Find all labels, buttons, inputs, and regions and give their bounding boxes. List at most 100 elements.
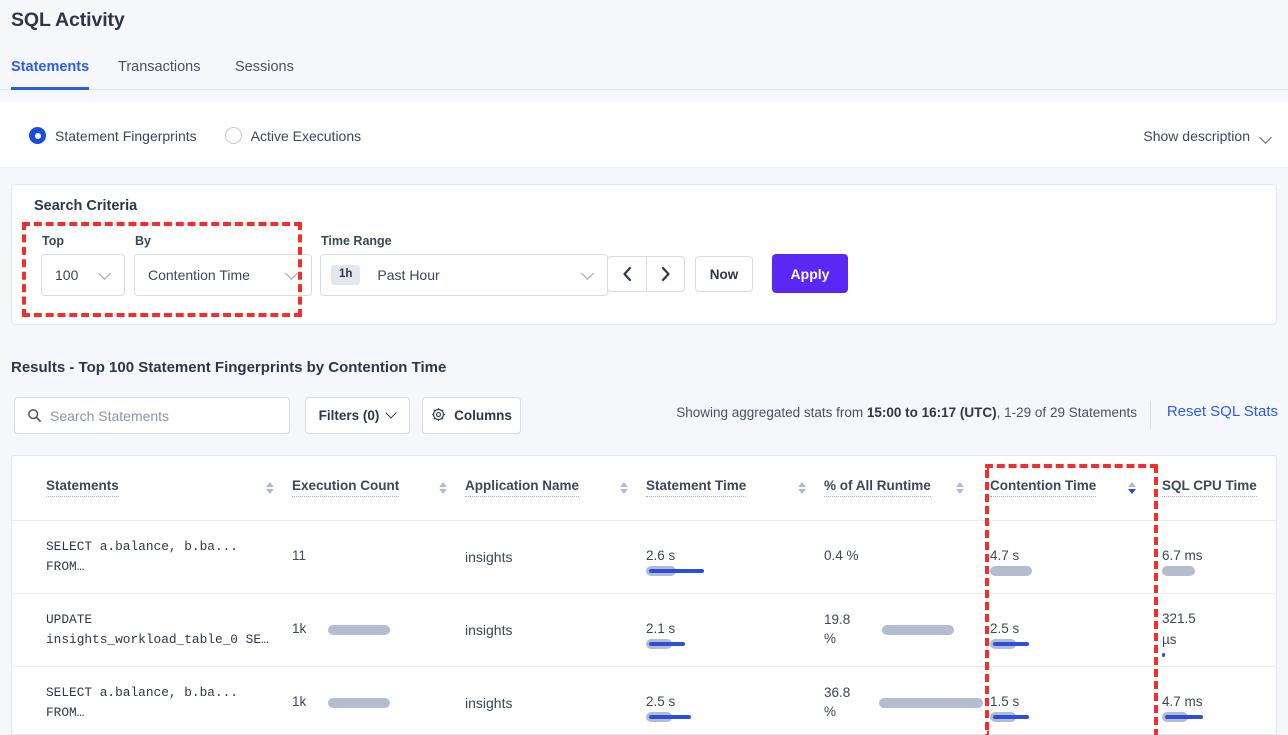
cell-execution-count: 11 <box>284 520 457 594</box>
statements-table: Statements Execution Count Application N… <box>12 456 1276 734</box>
cell-statement-time: 2.5 s <box>638 666 816 734</box>
search-statements-placeholder: Search Statements <box>50 407 170 424</box>
aggregated-prefix: Showing aggregated stats from <box>676 405 867 420</box>
statement-text: SELECT a.balance, b.ba... FROM… <box>46 538 238 574</box>
now-button[interactable]: Now <box>695 256 753 292</box>
view-mode-radio-group: Statement Fingerprints Active Executions <box>29 127 361 144</box>
show-description-toggle[interactable]: Show description <box>1143 128 1272 144</box>
sort-arrows-icon[interactable] <box>956 481 964 494</box>
cell-statement-time: 2.6 s <box>638 520 816 594</box>
time-range-label: Time Range <box>321 234 392 248</box>
filters-button[interactable]: Filters (0) <box>305 397 410 434</box>
table-body: SELECT a.balance, b.ba... FROM… 11 insig… <box>12 520 1276 734</box>
show-description-label: Show description <box>1143 128 1250 144</box>
time-nav-group <box>607 256 685 292</box>
column-header-statement-time[interactable]: Statement Time <box>638 456 816 521</box>
time-range-value: Past Hour <box>377 267 440 283</box>
statement-text: SELECT a.balance, b.ba... FROM… <box>46 684 238 720</box>
search-criteria-card: Search Criteria Top 100 By Contention Ti… <box>11 184 1277 325</box>
chevron-down-icon <box>580 269 598 281</box>
column-header-sql-cpu-time[interactable]: SQL CPU Time <box>1146 456 1276 521</box>
table-header-row: Statements Execution Count Application N… <box>12 456 1276 521</box>
aggregated-suffix: , 1-29 of 29 Statements <box>996 405 1137 420</box>
column-header-pct-all-runtime[interactable]: % of All Runtime <box>816 456 974 521</box>
next-time-button[interactable] <box>646 256 685 292</box>
application-name-value: insights <box>465 548 513 565</box>
search-icon <box>27 408 42 423</box>
column-header-contention-time[interactable]: Contention Time <box>974 456 1146 521</box>
column-header-statements[interactable]: Statements <box>12 456 284 521</box>
sort-arrows-icon[interactable] <box>798 481 806 494</box>
column-header-pct-all-runtime-label: % of All Runtime <box>824 478 931 498</box>
execution-count-bar <box>328 624 391 635</box>
radio-statement-fingerprints[interactable]: Statement Fingerprints <box>29 127 197 144</box>
by-label: By <box>135 234 151 248</box>
table-row[interactable]: UPDATE insights_workload_table_0 SE… 1k … <box>12 593 1276 667</box>
time-range-select[interactable]: 1h Past Hour <box>320 254 608 296</box>
column-header-contention-time-label: Contention Time <box>990 478 1097 498</box>
cell-application-name: insights <box>457 666 638 734</box>
top-select[interactable]: 100 <box>41 254 125 296</box>
search-criteria-title: Search Criteria <box>34 198 138 214</box>
cell-sql-cpu-time: 4.7 ms <box>1146 666 1276 734</box>
pct-runtime-bar <box>882 624 954 635</box>
column-header-application-name[interactable]: Application Name <box>457 456 638 521</box>
execution-count-value: 1k <box>292 694 307 710</box>
prev-time-button[interactable] <box>607 256 646 292</box>
table-row[interactable]: SELECT a.balance, b.ba... FROM… 11 insig… <box>12 520 1276 594</box>
results-title: Results - Top 100 Statement Fingerprints… <box>11 359 447 376</box>
sort-arrows-icon[interactable] <box>439 481 447 494</box>
statement-text: UPDATE insights_workload_table_0 SE… <box>46 611 269 647</box>
top-select-value: 100 <box>55 267 79 283</box>
cell-application-name: insights <box>457 593 638 667</box>
tab-statements[interactable]: Statements <box>11 59 90 90</box>
cell-statement[interactable]: SELECT a.balance, b.ba... FROM… <box>12 666 284 734</box>
cell-execution-count: 1k <box>284 593 457 667</box>
cell-application-name: insights <box>457 520 638 594</box>
chevron-down-icon <box>387 411 396 420</box>
cell-pct-runtime: 36.8 % <box>816 666 983 734</box>
contention-time-value: 4.7 s <box>990 548 1020 564</box>
cell-pct-runtime: 19.8 % <box>816 593 974 667</box>
sort-arrows-icon[interactable] <box>1128 481 1136 494</box>
cell-statement[interactable]: UPDATE insights_workload_table_0 SE… <box>12 593 284 667</box>
cell-statement[interactable]: SELECT a.balance, b.ba... FROM… <box>12 520 284 594</box>
column-header-statements-label: Statements <box>46 478 119 498</box>
tab-sessions[interactable]: Sessions <box>235 59 294 75</box>
toolbar-divider <box>1150 401 1151 429</box>
radio-active-executions[interactable]: Active Executions <box>224 127 362 144</box>
tab-bar: Statements Transactions Sessions <box>0 52 1288 90</box>
radio-active-executions-label: Active Executions <box>250 127 362 144</box>
radio-selected-icon <box>29 127 46 144</box>
aggregated-time-range: 15:00 to 16:17 (UTC) <box>866 405 997 420</box>
reset-sql-stats-link[interactable]: Reset SQL Stats <box>1166 403 1278 420</box>
tab-transactions[interactable]: Transactions <box>118 59 201 75</box>
statement-time-value: 2.1 s <box>646 621 676 637</box>
pct-runtime-value: 19.8 % <box>824 612 851 646</box>
columns-button-label: Columns <box>454 408 512 423</box>
sort-arrows-icon[interactable] <box>620 481 628 494</box>
filters-button-label: Filters (0) <box>318 408 380 423</box>
columns-button[interactable]: Columns <box>422 397 521 434</box>
search-statements-input[interactable]: Search Statements <box>14 397 290 434</box>
page-title: SQL Activity <box>11 9 125 31</box>
cell-contention-time: 2.5 s <box>974 593 1146 667</box>
column-header-execution-count[interactable]: Execution Count <box>284 456 457 521</box>
table-row[interactable]: SELECT a.balance, b.ba... FROM… 1k insig… <box>12 666 1276 734</box>
contention-time-value: 1.5 s <box>990 694 1020 710</box>
column-header-execution-count-label: Execution Count <box>292 478 400 498</box>
column-header-statement-time-label: Statement Time <box>646 478 747 498</box>
apply-button[interactable]: Apply <box>772 254 848 293</box>
radio-statement-fingerprints-label: Statement Fingerprints <box>55 127 197 144</box>
sql-cpu-time-value: 6.7 ms <box>1162 548 1203 564</box>
aggregated-stats-text: Showing aggregated stats from 15:00 to 1… <box>676 405 1137 420</box>
statement-time-value: 2.5 s <box>646 694 676 710</box>
sort-arrows-icon[interactable] <box>266 481 274 494</box>
application-name-value: insights <box>465 694 513 711</box>
column-header-sql-cpu-time-label: SQL CPU Time <box>1162 478 1257 498</box>
gear-icon <box>431 407 446 425</box>
pct-runtime-value: 0.4 % <box>824 548 859 564</box>
by-select-value: Contention Time <box>148 267 250 283</box>
by-select[interactable]: Contention Time <box>134 254 312 296</box>
